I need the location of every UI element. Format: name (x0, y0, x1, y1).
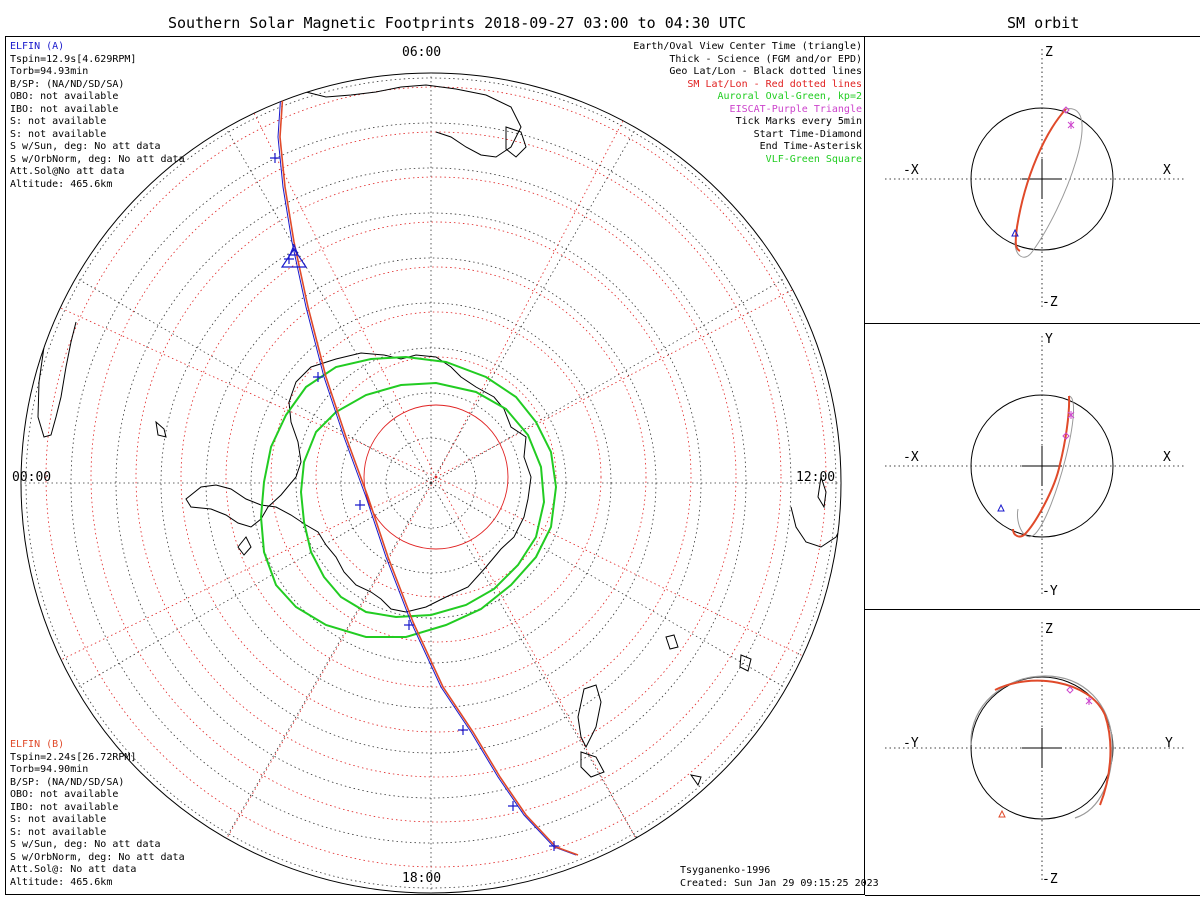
legend-line: Start Time-Diamond (753, 128, 862, 140)
start-asterisk (287, 73, 299, 81)
orbit-title: SM orbit (1007, 14, 1080, 32)
main-title: Southern Solar Magnetic Footprints 2018-… (168, 14, 746, 32)
view-triangle (997, 503, 1005, 512)
start-diamond (1062, 106, 1070, 114)
sat-a-line: S w/OrbNorm, deg: No att data (10, 153, 185, 165)
start-diamond (1062, 432, 1070, 440)
sat-b-info: ELFIN (B) Tspin=2.24s[26.72RPM] Torb=94.… (10, 739, 185, 889)
sat-a-name: ELFIN (A) (10, 41, 65, 52)
legend-line: EISCAT-Purple Triangle (729, 103, 862, 115)
legend-line: Tick Marks every 5min (735, 116, 862, 127)
model-label: Tsyganenko-1996 (680, 865, 771, 876)
geo-meridians (21, 73, 841, 893)
sat-a-line: S: not available (10, 116, 107, 127)
legend-line: Geo Lat/Lon - Black dotted lines (669, 66, 862, 77)
sat-a-info: ELFIN (A) Tspin=12.9s[4.629RPM] Torb=94.… (10, 41, 185, 191)
end-asterisk (1067, 121, 1075, 129)
orbit-panel-xz: Z -Z -X X (865, 36, 1200, 323)
created-label: Created: Sun Jan 29 09:15:25 2023 (680, 877, 879, 889)
sat-a-line: Att.Sol@No att data (10, 166, 125, 177)
sat-b-line: S w/OrbNorm, deg: No att data (10, 851, 185, 863)
sat-a-line: Tspin=12.9s[4.629RPM] (10, 53, 137, 65)
clock-label-right: 12:00 (796, 470, 836, 485)
start-diamond (1066, 686, 1074, 694)
sm-lat-circles (45, 86, 827, 868)
sat-a-line: B/SP: (NA/ND/SD/SA) (10, 78, 125, 90)
orbit-path-gray (1016, 395, 1074, 537)
earth-circle (970, 107, 1114, 251)
new-zealand-coast (577, 684, 602, 749)
credits: Tsyganenko-1996 Created: Sun Jan 29 09:1… (680, 865, 879, 890)
end-asterisk (1067, 411, 1075, 419)
australia-coast (273, 73, 522, 158)
legend-line: VLF-Green Square (765, 153, 862, 165)
sat-a-line: S w/Sun, deg: No att data (10, 141, 161, 152)
sat-b-line: IBO: not available (10, 801, 119, 813)
clock-label-bottom: 18:00 (402, 871, 442, 886)
axis-top: Y (1045, 332, 1053, 347)
legend-line: End Time-Asterisk (759, 141, 862, 152)
auroral-oval-inner (299, 381, 546, 619)
clock-label-left: 00:00 (12, 470, 52, 485)
sat-a-line: S: not available (10, 128, 107, 140)
orbit-path-gray (1014, 108, 1083, 258)
antarctica-coast (185, 352, 532, 613)
sat-b-line: S w/Sun, deg: No att data (10, 839, 161, 850)
sat-a-line: IBO: not available (10, 103, 119, 115)
view-center-triangle (280, 243, 308, 268)
axis-right: Y (1165, 736, 1173, 751)
legend-line: Auroral Oval-Green, kp=2 (717, 91, 863, 102)
legend: Earth/Oval View Center Time (triangle) T… (633, 41, 862, 166)
sat-b-line: Altitude: 465.6km (10, 876, 113, 888)
sat-a-line: Altitude: 465.6km (10, 178, 113, 190)
orbit-path-red (1012, 395, 1071, 538)
sat-b-line: Att.Sol@: No att data (10, 864, 137, 875)
clock-label-top: 06:00 (402, 45, 442, 60)
sat-b-line: B/SP: (NA/ND/SD/SA) (10, 776, 125, 788)
axis-right: X (1163, 163, 1171, 178)
sat-b-line: Tspin=2.24s[26.72RPM] (10, 751, 137, 763)
orbit-path-red (1014, 108, 1067, 252)
orbit-panel-yz: Z -Z -Y Y (865, 609, 1200, 896)
sat-b-line: S: not available (10, 826, 107, 838)
sat-a-line: Torb=94.93min (10, 66, 89, 77)
earth-circle (970, 676, 1114, 820)
sm-meridians (25, 76, 841, 858)
earth-cross (1022, 446, 1062, 486)
earth-circle (970, 394, 1114, 538)
axis-bottom: -Z (1042, 872, 1058, 887)
footprint-map (20, 72, 842, 894)
africa-coast (790, 296, 841, 548)
view-triangle (998, 809, 1006, 818)
end-asterisk (1085, 697, 1093, 705)
south-america-coast (37, 266, 77, 438)
axis-bottom: -Y (1042, 584, 1058, 599)
orbit-path-red (994, 679, 1112, 806)
axis-left: -X (903, 450, 919, 465)
sat-b-line: Torb=94.90min (10, 764, 89, 775)
legend-line: Earth/Oval View Center Time (triangle) (633, 41, 862, 52)
legend-line: Thick - Science (FGM and/or EPD) (669, 53, 862, 65)
sat-b-line: S: not available (10, 814, 107, 825)
view-triangle (1011, 228, 1019, 237)
axis-top: Z (1045, 622, 1053, 637)
tick-marks (270, 90, 559, 851)
sat-b-line: OBO: not available (10, 789, 119, 800)
axis-top: Z (1045, 45, 1053, 60)
axis-left: -X (903, 163, 919, 178)
legend-line: SM Lat/Lon - Red dotted lines (687, 78, 862, 90)
orbit-panel-xy: Y -Y -X X (865, 323, 1200, 609)
sat-a-line: OBO: not available (10, 91, 119, 102)
axis-right: X (1163, 450, 1171, 465)
axis-bottom: -Z (1042, 295, 1058, 310)
sm-pole-circle (363, 404, 509, 550)
elfin-a-track (277, 74, 577, 856)
auroral-oval-outer (259, 355, 558, 638)
footprint-map-panel: 06:00 00:00 12:00 18:00 ELFIN (A) Tspin=… (5, 36, 879, 895)
elfin-b-track (279, 74, 579, 856)
axis-left: -Y (903, 736, 919, 751)
earth-cross (1022, 728, 1062, 768)
sat-b-name: ELFIN (B) (10, 739, 65, 750)
